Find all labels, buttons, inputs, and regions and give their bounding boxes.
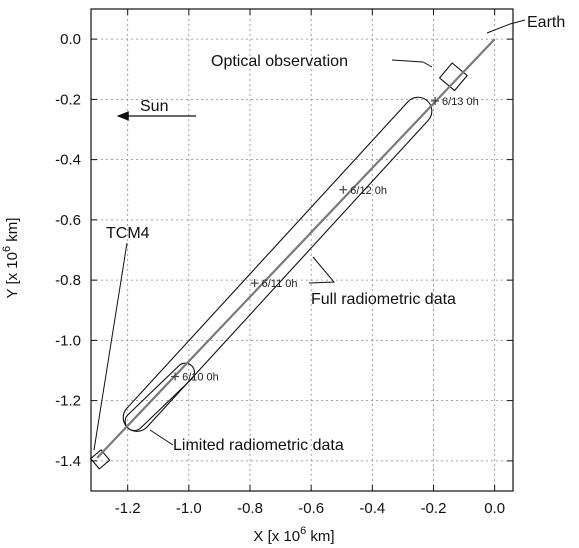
tcm4-box xyxy=(89,449,111,470)
x-tick-label: 0.0 xyxy=(484,500,505,517)
x-tick-label: -0.4 xyxy=(359,500,385,517)
date-marker-label: 6/13 0h xyxy=(442,96,479,108)
limited-radiometric-label: Limited radiometric data xyxy=(173,437,344,454)
x-tick-label: -0.8 xyxy=(237,500,263,517)
date-marker-label: 6/11 0h xyxy=(262,278,298,290)
y-tick-label: -0.4 xyxy=(55,152,81,169)
grid-lines xyxy=(91,9,513,491)
date-markers: 6/13 0h 6/12 0h 6/11 0h 6/10 0h xyxy=(171,96,479,384)
plot-frame xyxy=(90,8,514,492)
full-radiometric-label: Full radiometric data xyxy=(311,291,456,308)
optical-box xyxy=(438,62,468,92)
x-axis-title: X [x 106 km] xyxy=(253,525,334,545)
y-tick-label: -0.2 xyxy=(55,91,81,108)
x-tick-label: -1.2 xyxy=(115,500,141,517)
y-tick-label: -1.2 xyxy=(55,393,81,410)
coverage-regions xyxy=(89,62,468,470)
sun-label: Sun xyxy=(140,98,168,115)
full-radiometric-annotation: Full radiometric data xyxy=(308,256,456,308)
x-tick-label: -1.0 xyxy=(176,500,202,517)
tcm4-annotation: TCM4 xyxy=(93,225,150,451)
y-tick-label: -0.8 xyxy=(55,272,81,289)
y-axis-title: Y [x 106 km] xyxy=(1,218,21,299)
tcm4-label: TCM4 xyxy=(106,225,150,242)
sun-annotation: Sun xyxy=(116,98,196,121)
y-tick-label: -0.6 xyxy=(55,212,81,229)
optical-observation-label: Optical observation xyxy=(211,53,348,70)
earth-label: Earth xyxy=(527,14,565,31)
y-tick-labels: 0.0 -0.2 -0.4 -0.6 -0.8 -1.0 -1.2 -1.4 xyxy=(55,31,81,470)
axis-ticks xyxy=(91,9,513,491)
y-tick-label: -1.0 xyxy=(55,332,81,349)
date-marker-label: 6/10 0h xyxy=(182,372,219,384)
limited-radiometric-annotation: Limited radiometric data xyxy=(149,429,344,454)
y-tick-label: -1.4 xyxy=(55,453,81,470)
x-tick-labels: -1.2 -1.0 -0.8 -0.6 -0.4 -0.2 0.0 xyxy=(115,500,505,517)
y-tick-label: 0.0 xyxy=(60,31,81,48)
x-tick-label: -0.2 xyxy=(421,500,447,517)
optical-observation-annotation: Optical observation xyxy=(211,53,433,70)
limited-radiometric-region xyxy=(124,362,196,432)
trajectory-series xyxy=(96,38,496,459)
trajectory-line xyxy=(96,38,496,459)
x-tick-label: -0.6 xyxy=(298,500,324,517)
earth-annotation: Earth xyxy=(486,14,565,34)
date-marker-label: 6/12 0h xyxy=(350,185,387,197)
